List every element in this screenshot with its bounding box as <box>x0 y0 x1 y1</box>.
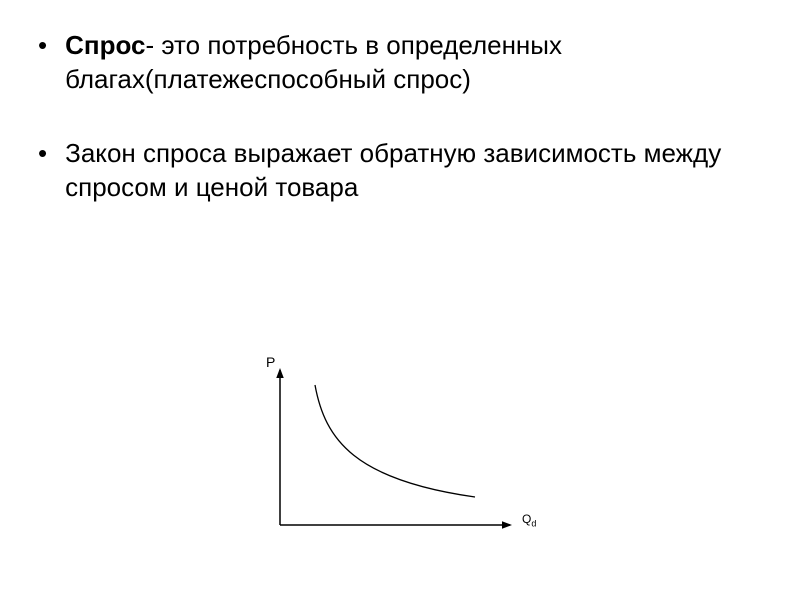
axis-label-qd: Qd <box>522 512 536 528</box>
bullet-marker: • <box>38 136 47 170</box>
bullet-bold-1: Спрос <box>65 30 145 60</box>
bullet-text-1: Спрос- это потребность в определенных бл… <box>65 28 762 96</box>
bullet-item-1: • Спрос- это потребность в определенных … <box>38 28 762 96</box>
demand-chart: P Qd <box>260 360 560 550</box>
axis-label-q: Q <box>522 512 531 526</box>
slide-content: • Спрос- это потребность в определенных … <box>38 28 762 244</box>
axis-label-p: P <box>266 354 275 370</box>
demand-chart-svg <box>260 360 560 550</box>
axis-label-d: d <box>531 518 536 528</box>
bullet-item-2: • Закон спроса выражает обратную зависим… <box>38 136 762 204</box>
bullet-rest-2: Закон спроса выражает обратную зависимос… <box>65 138 721 202</box>
bullet-text-2: Закон спроса выражает обратную зависимос… <box>65 136 762 204</box>
bullet-marker: • <box>38 28 47 62</box>
